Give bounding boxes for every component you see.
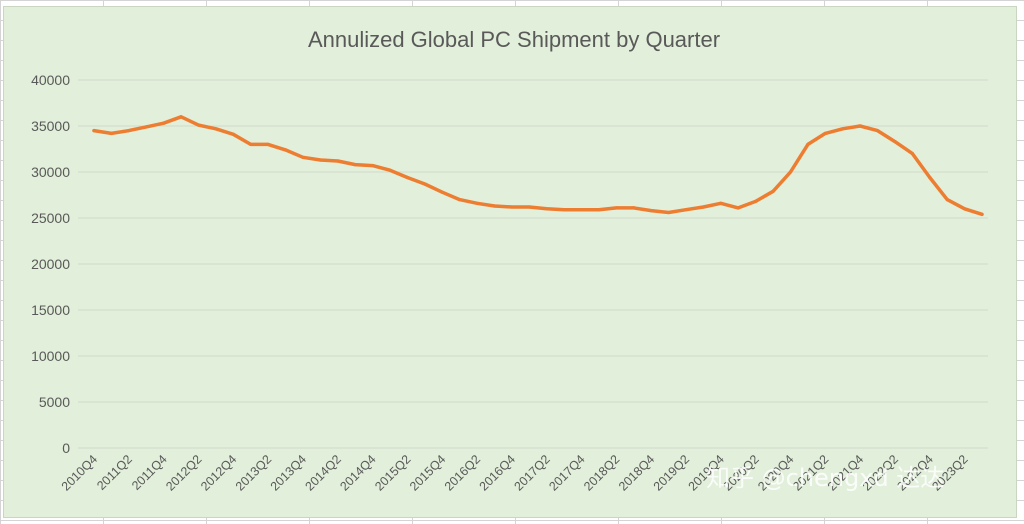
data-point	[301, 155, 305, 159]
data-point	[458, 198, 462, 202]
x-tick-label: 2019Q2	[651, 452, 692, 493]
data-point	[423, 182, 427, 186]
data-point	[510, 205, 514, 209]
x-tick-label: 2011Q4	[129, 452, 170, 493]
x-tick-label: 2015Q2	[372, 452, 413, 493]
data-point	[179, 115, 183, 119]
x-tick-label: 2017Q2	[511, 452, 552, 493]
x-tick-label: 2010Q4	[59, 452, 100, 493]
data-point	[144, 125, 148, 129]
data-point	[788, 170, 793, 174]
data-point	[249, 142, 253, 146]
data-point	[388, 168, 392, 172]
data-point	[684, 208, 688, 212]
y-tick-label: 0	[62, 440, 70, 456]
x-tick-label: 2016Q2	[442, 452, 483, 493]
data-point	[701, 205, 706, 209]
data-point	[719, 201, 723, 205]
series-points	[92, 115, 984, 216]
data-point	[527, 205, 531, 209]
y-tick-label: 40000	[31, 72, 70, 88]
data-point	[963, 207, 967, 211]
data-point	[266, 142, 270, 146]
data-point	[562, 208, 566, 212]
y-axis-ticks: 0 5000 10000 15000 20000 25000 30000 35000 40000	[31, 72, 70, 456]
data-point	[318, 158, 322, 162]
y-tick-label: 25000	[31, 210, 70, 226]
y-tick-label: 30000	[31, 164, 70, 180]
data-point	[875, 129, 880, 133]
data-point	[162, 121, 166, 125]
data-point	[736, 206, 740, 210]
data-point	[353, 163, 357, 167]
x-tick-label: 2011Q2	[94, 452, 135, 493]
x-tick-label: 2014Q2	[303, 452, 344, 493]
x-tick-label: 2013Q4	[268, 452, 309, 493]
x-tick-label: 2016Q4	[477, 452, 518, 493]
data-point	[928, 175, 932, 180]
data-point	[196, 123, 201, 127]
x-tick-label: 2018Q4	[616, 452, 657, 493]
x-tick-label: 2013Q2	[233, 452, 274, 493]
data-point	[440, 190, 444, 194]
data-point	[823, 131, 827, 135]
data-point	[945, 198, 949, 202]
y-tick-label: 35000	[31, 118, 70, 134]
x-tick-label: 2017Q4	[546, 452, 587, 493]
data-point	[283, 148, 288, 152]
x-tick-label: 2014Q4	[337, 452, 378, 493]
chart-title: Annulized Global PC Shipment by Quarter	[308, 27, 720, 52]
data-point	[754, 199, 758, 203]
gridlines	[78, 79, 988, 449]
data-point	[841, 127, 845, 131]
y-tick-label: 15000	[31, 302, 70, 318]
data-point	[231, 132, 235, 136]
data-point	[893, 140, 897, 144]
data-point	[910, 152, 915, 156]
x-tick-label: 2018Q2	[581, 452, 622, 493]
y-tick-label: 10000	[31, 348, 70, 364]
x-tick-label: 2015Q4	[407, 452, 448, 493]
data-point	[806, 142, 810, 146]
data-point	[109, 131, 113, 135]
data-point	[597, 208, 601, 212]
data-point	[371, 164, 375, 168]
data-point	[92, 129, 96, 133]
x-tick-label: 2012Q2	[163, 452, 204, 493]
data-point	[214, 127, 218, 131]
data-point	[579, 208, 584, 212]
data-point	[614, 206, 619, 210]
data-point	[667, 210, 671, 215]
data-point	[632, 206, 636, 210]
data-point	[649, 209, 653, 213]
x-tick-label: 2012Q4	[198, 452, 239, 493]
data-point	[545, 207, 549, 211]
data-point	[858, 124, 862, 128]
chart-area[interactable]	[3, 6, 1017, 518]
data-point	[336, 159, 340, 163]
watermark-text: 知乎 @chengxd 达达	[706, 464, 944, 492]
data-point	[980, 212, 984, 216]
data-point	[475, 201, 479, 205]
data-point	[405, 175, 409, 180]
y-tick-label: 20000	[31, 256, 70, 272]
series-line	[92, 115, 984, 217]
data-point	[771, 189, 775, 193]
y-tick-label: 5000	[39, 394, 70, 410]
data-point	[492, 204, 497, 208]
data-point	[127, 129, 131, 133]
